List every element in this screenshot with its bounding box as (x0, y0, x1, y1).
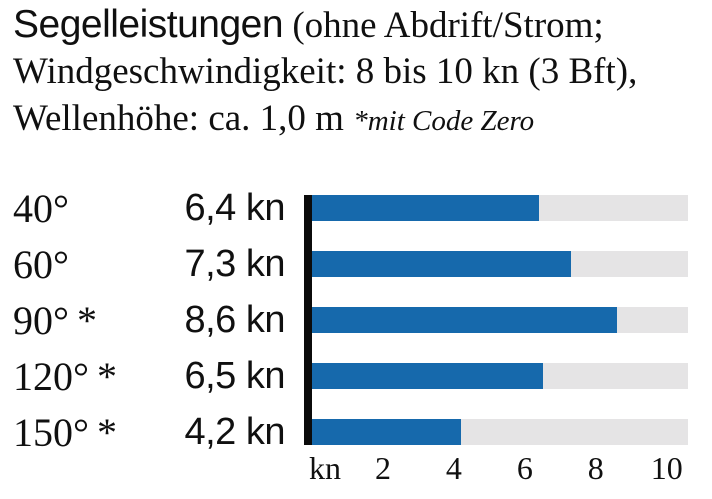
bar-fill (312, 363, 543, 389)
speed-value-label: 4,2 kn (184, 410, 285, 453)
bar-fill (312, 307, 618, 333)
bar-track (312, 251, 688, 277)
x-axis-tick-label: 8 (587, 450, 604, 486)
title-line-1: Segelleistungen (ohne Abdrift/Strom; (13, 1, 637, 48)
speed-value-label: 6,4 kn (184, 186, 285, 229)
bar-track (312, 307, 688, 333)
wave-height-note: Wellenhöhe: ca. 1,0 m (13, 98, 354, 139)
bar-fill (312, 251, 571, 277)
wind-angle-label: 90° * (13, 297, 98, 343)
chart-row: 60° 7,3 kn (0, 236, 712, 292)
x-axis-tick-label: 4 (445, 450, 462, 486)
x-axis-unit-label: kn (309, 450, 341, 486)
wind-angle-label: 60° (13, 241, 69, 287)
speed-value-label: 8,6 kn (184, 298, 285, 341)
chart-row: 150° * 4,2 kn (0, 404, 712, 460)
chart-rows: 40° 6,4 kn 60° 7,3 kn 90° * 8,6 kn 120° * 6,5 k… (0, 180, 712, 460)
y-axis-line (304, 195, 312, 445)
chart-row: 120° * 6,5 kn (0, 348, 712, 404)
title-suffix: (ohne Abdrift/Strom; (283, 5, 604, 46)
chart-row: 90° * 8,6 kn (0, 292, 712, 348)
code-zero-footnote: *mit Code Zero (353, 105, 535, 137)
x-axis-tick-label: 10 (650, 450, 683, 486)
bar-fill (312, 195, 540, 221)
speed-value-label: 6,5 kn (184, 354, 285, 397)
page-title: Segelleistungen (13, 3, 284, 46)
title-line-2: Windgeschwindigkeit: 8 bis 10 kn (3 Bft)… (13, 48, 637, 95)
speed-value-label: 7,3 kn (184, 242, 285, 285)
wind-angle-label: 150° * (13, 409, 118, 455)
wind-speed-note: Windgeschwindigkeit: 8 bis 10 kn (3 Bft)… (13, 51, 638, 92)
bar-track (312, 419, 688, 445)
wind-angle-label: 120° * (13, 353, 118, 399)
wind-angle-label: 40° (13, 185, 69, 231)
bar-track (312, 195, 688, 221)
bar-fill (312, 419, 461, 445)
x-axis-labels: kn 2 4 6 8 10 (309, 450, 688, 492)
x-axis-tick-label: 6 (516, 450, 533, 486)
chart-title-block: Segelleistungen (ohne Abdrift/Strom; Win… (13, 1, 637, 142)
bar-track (312, 363, 688, 389)
title-line-3: Wellenhöhe: ca. 1,0 m *mit Code Zero (13, 95, 637, 142)
chart-row: 40° 6,4 kn (0, 180, 712, 236)
x-axis-tick-label: 2 (374, 450, 391, 486)
